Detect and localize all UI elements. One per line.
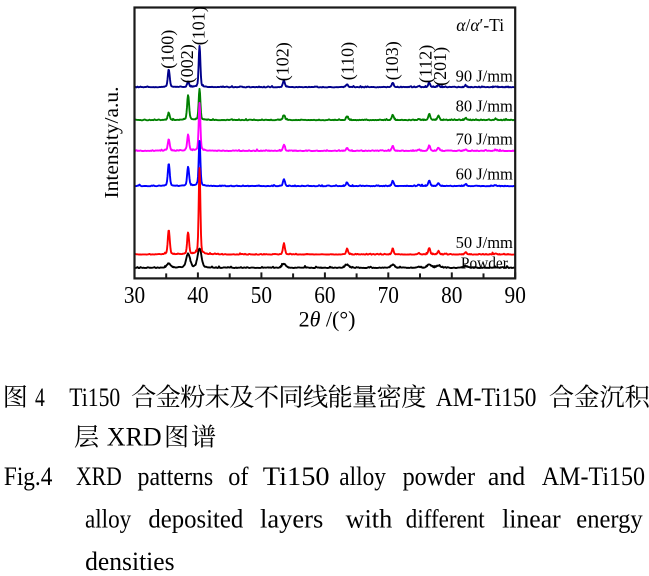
svg-text:(002): (002) <box>177 44 198 83</box>
svg-text:60 J/mm: 60 J/mm <box>456 165 513 184</box>
svg-text:30: 30 <box>124 283 145 309</box>
svg-text:α/α′-Ti: α/α′-Ti <box>456 15 504 35</box>
svg-text:2θ /(°): 2θ /(°) <box>299 307 356 332</box>
svg-text:Intensity/a.u.: Intensity/a.u. <box>101 87 123 199</box>
svg-text:and: and <box>488 462 525 491</box>
svg-text:70: 70 <box>378 283 399 309</box>
svg-text:(103): (103) <box>382 41 403 80</box>
svg-text:(201): (201) <box>430 47 451 86</box>
svg-text:AM-Ti150: AM-Ti150 <box>436 383 537 412</box>
svg-text:(100): (100) <box>158 30 179 69</box>
svg-text:(110): (110) <box>338 42 359 80</box>
svg-text:layers: layers <box>260 505 323 534</box>
svg-text:deposited: deposited <box>148 505 243 534</box>
svg-text:4: 4 <box>35 383 45 412</box>
svg-text:90 J/mm: 90 J/mm <box>456 66 513 85</box>
svg-text:Powder: Powder <box>461 253 508 272</box>
svg-text:linear: linear <box>502 505 561 534</box>
svg-text:50: 50 <box>251 283 272 309</box>
svg-text:(112): (112) <box>416 45 437 83</box>
svg-text:Ti150: Ti150 <box>263 462 330 491</box>
svg-text:patterns: patterns <box>138 462 214 491</box>
svg-text:AM-Ti150: AM-Ti150 <box>542 462 645 491</box>
svg-text:90: 90 <box>505 283 526 309</box>
svg-text:50 J/mm: 50 J/mm <box>456 233 513 252</box>
svg-text:XRD: XRD <box>107 423 162 452</box>
svg-text:40: 40 <box>187 283 208 309</box>
svg-text:60: 60 <box>314 283 335 309</box>
svg-text:XRD: XRD <box>76 462 122 491</box>
svg-text:(101): (101) <box>189 6 210 45</box>
svg-text:densities: densities <box>85 547 175 576</box>
svg-text:80: 80 <box>441 283 462 309</box>
svg-text:energy: energy <box>576 505 642 534</box>
svg-text:Fig.4: Fig.4 <box>4 462 53 491</box>
svg-text:alloy: alloy <box>339 462 386 491</box>
svg-text:different: different <box>406 505 486 534</box>
svg-text:(102): (102) <box>273 42 294 81</box>
svg-text:70 J/mm: 70 J/mm <box>456 129 513 148</box>
svg-text:of: of <box>228 462 249 491</box>
svg-text:80 J/mm: 80 J/mm <box>456 97 513 116</box>
svg-text:alloy: alloy <box>85 505 131 534</box>
svg-text:powder: powder <box>403 462 476 491</box>
svg-text:Ti150: Ti150 <box>69 383 120 412</box>
svg-text:with: with <box>346 505 393 534</box>
